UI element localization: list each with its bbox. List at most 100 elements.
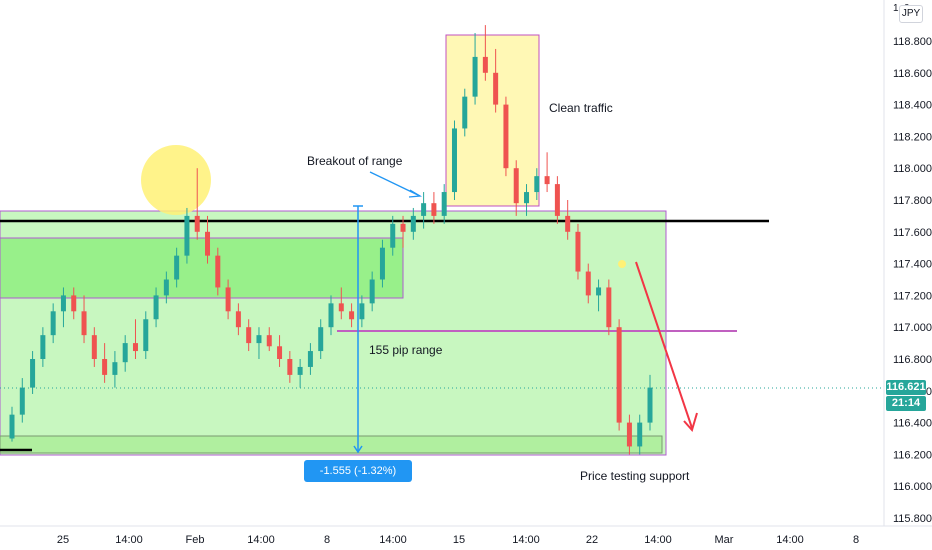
candle-body <box>606 287 612 328</box>
candle-body <box>297 366 303 375</box>
time-axis-tick: 22 <box>586 534 598 546</box>
candle-body <box>205 231 211 256</box>
price-axis-tick: 117.400 <box>893 259 932 271</box>
pip-range-label: 155 pip range <box>369 343 443 357</box>
last-price-tag: 116.621 <box>886 380 926 395</box>
candle-body <box>379 247 385 280</box>
price-axis-tick: 116.200 <box>893 449 932 461</box>
candle-body <box>277 346 283 359</box>
candle-body <box>225 287 231 312</box>
candle-body <box>194 215 200 232</box>
axis-clipped-tick-1: 1 <box>893 3 899 14</box>
candle-body <box>431 203 437 216</box>
countdown-tag: 21:14 <box>886 396 926 411</box>
candle-body <box>616 327 622 423</box>
candle-body <box>9 414 15 439</box>
time-axis-tick: 8 <box>853 534 859 546</box>
candle-body <box>390 223 396 248</box>
candle-body <box>349 311 355 320</box>
candle-body <box>287 359 293 375</box>
candle-body <box>369 279 375 304</box>
candle-body <box>338 303 344 312</box>
candle-body <box>503 104 509 169</box>
candle-body <box>544 176 550 185</box>
price-axis-tick: 118.200 <box>893 131 932 143</box>
price-axis-tick: 118.000 <box>893 163 932 175</box>
candle-body <box>400 223 406 232</box>
price-axis-tick: 117.600 <box>893 227 932 239</box>
price-axis-tick: 116.400 <box>893 418 932 430</box>
time-axis-tick: 14:00 <box>776 534 804 546</box>
currency-badge[interactable]: JPY <box>899 5 923 23</box>
time-axis-tick: 15 <box>453 534 465 546</box>
time-axis-tick: 14:00 <box>644 534 672 546</box>
candle-body <box>554 184 560 216</box>
candle-body <box>266 335 272 347</box>
candle-body <box>143 319 149 352</box>
candle-body <box>596 287 602 296</box>
candle-body <box>19 387 25 415</box>
candle-body <box>472 56 478 97</box>
candle-body <box>421 203 427 216</box>
candle-body <box>575 231 581 272</box>
candle-body <box>91 335 97 359</box>
candle-body <box>410 215 416 232</box>
time-axis[interactable]: 25 14:00 Feb 14:00 8 14:00 15 14:00 22 14:00 Mar 14… <box>57 534 859 546</box>
candle-body <box>256 335 262 344</box>
time-axis-tick: Mar <box>715 534 734 546</box>
candle-body <box>112 362 118 375</box>
time-axis-tick: 14:00 <box>379 534 407 546</box>
candlestick-series <box>9 25 653 455</box>
candle-body <box>71 295 77 312</box>
price-axis-tick: 117.800 <box>893 195 932 207</box>
price-axis-tick: 117.200 <box>893 290 932 302</box>
candle-body <box>482 56 488 73</box>
candle-body <box>163 279 169 296</box>
price-axis[interactable]: 118.800 118.600 118.400 118.200 118.000 117.8… <box>893 36 932 525</box>
clean-traffic-label: Clean traffic <box>549 101 613 115</box>
candle-body <box>215 255 221 288</box>
price-testing-label: Price testing support <box>580 469 690 483</box>
candle-body <box>50 311 56 336</box>
candle-body <box>30 359 36 388</box>
highlight-circle <box>141 145 211 215</box>
breakout-arrow <box>369 171 423 198</box>
candle-body <box>524 192 530 204</box>
price-axis-tick: 118.800 <box>893 36 932 48</box>
candle-body <box>534 176 540 193</box>
price-axis-tick: 115.800 <box>893 513 932 525</box>
candle-body <box>462 96 468 129</box>
candle-body <box>493 72 499 105</box>
clean-traffic-box <box>445 34 540 207</box>
candle-body <box>184 215 190 256</box>
candle-body <box>585 271 591 296</box>
candle-body <box>246 327 252 344</box>
price-axis-tick: 117.000 <box>893 322 932 334</box>
time-axis-tick: Feb <box>186 534 205 546</box>
candle-body <box>122 343 128 363</box>
candle-body <box>359 303 365 320</box>
down-arrow <box>635 261 698 433</box>
candle-body <box>132 343 138 352</box>
candle-body <box>513 168 519 204</box>
range-measure-label: -1.555 (-1.32%) -155.5 <box>304 460 412 499</box>
time-axis-tick: 14:00 <box>115 534 143 546</box>
support-zone <box>0 435 663 454</box>
candle-body <box>637 422 643 447</box>
candle-body <box>235 311 241 328</box>
price-axis-tick: 118.400 <box>893 100 932 112</box>
price-axis-tick: 116.800 <box>893 354 932 366</box>
candle-body <box>174 255 180 280</box>
candle-body <box>153 295 159 320</box>
time-axis-tick: 14:00 <box>247 534 275 546</box>
candle-body <box>102 359 108 375</box>
candle-body <box>441 192 447 216</box>
candle-body <box>647 387 653 423</box>
inner-range-zone <box>0 237 404 299</box>
time-axis-tick: 25 <box>57 534 69 546</box>
price-axis-tick: 118.600 <box>893 68 932 80</box>
candle-body <box>60 295 66 312</box>
candle-body <box>40 335 46 359</box>
candle-body <box>307 351 313 367</box>
